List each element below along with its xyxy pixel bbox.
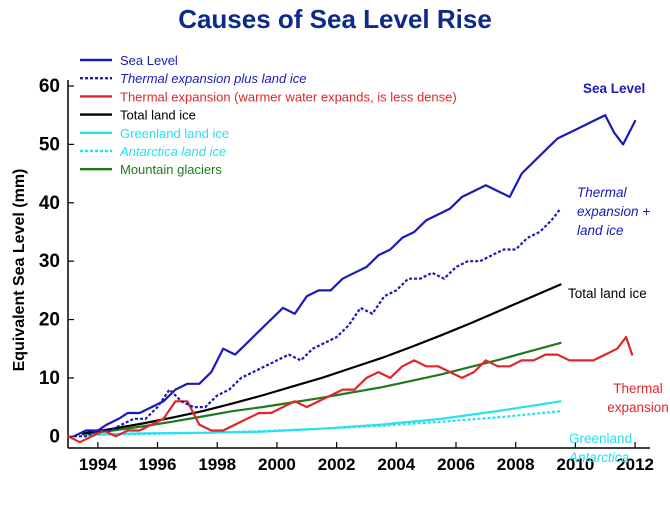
chart-title: Causes of Sea Level Rise (178, 4, 492, 34)
x-tick-label: 2002 (318, 455, 356, 474)
annotation-line: Antarctica (568, 450, 630, 465)
annotation-sea-level: Sea Level (583, 81, 645, 96)
annotation-line: Sea Level (583, 81, 645, 96)
y-tick-label: 50 (39, 134, 60, 155)
x-tick-label: 1998 (198, 455, 236, 474)
x-tick-label: 2008 (497, 455, 535, 474)
series-line-thermal-expansion-warmer-water-expands-is-less-dense (66, 336, 634, 444)
series-annotations: Sea Level Thermal expansion + land ice Total… (568, 81, 669, 465)
x-tick-label: 2012 (616, 455, 654, 474)
x-tick-label: 2010 (556, 455, 594, 474)
y-tick-label: 0 (49, 426, 60, 447)
annotation-line: Total land ice (568, 286, 647, 301)
annotation-thermal-expansion: Thermal expansion (607, 381, 669, 415)
x-tick-label: 1996 (139, 455, 177, 474)
legend-label: Thermal expansion (warmer water expands,… (120, 89, 457, 104)
series-line-thermal-expansion-plus-land-ice (74, 207, 562, 438)
annotation-line: expansion (607, 400, 669, 415)
series-line-greenland-land-ice (81, 400, 562, 436)
legend-label: Thermal expansion plus land ice (120, 71, 306, 86)
legend-label: Antarctica land ice (119, 144, 226, 159)
series-line-sea-level (72, 114, 637, 438)
annotation-line: Thermal (577, 185, 628, 200)
x-tick-label: 2006 (437, 455, 475, 474)
annotation-line: expansion + (577, 204, 650, 219)
y-tick-label: 60 (39, 76, 60, 97)
annotation-line: land ice (577, 223, 624, 238)
legend: Sea Level Thermal expansion plus land ice… (80, 53, 457, 177)
annotation-thermal-expansion-plus-land-ice: Thermal expansion + land ice (577, 185, 650, 238)
annotation-line: Thermal (613, 381, 663, 396)
annotation-antarctica: Antarctica (568, 450, 630, 465)
legend-label: Greenland land ice (120, 126, 229, 141)
y-tick-label: 10 (39, 368, 60, 389)
axes: 0 10 20 30 40 50 60 1994 1996 1998 2000 2002 2004 200… (39, 76, 654, 474)
x-tick-label: 2000 (258, 455, 296, 474)
annotation-greenland: Greenland (569, 431, 632, 446)
y-tick-label: 20 (39, 310, 60, 331)
y-axis-label: Equivalent Sea Level (mm) (11, 169, 28, 372)
annotation-line: Greenland (569, 431, 632, 446)
legend-label: Total land ice (120, 108, 196, 123)
series-layer (66, 114, 637, 444)
y-tick-label: 40 (39, 193, 60, 214)
annotation-total-land-ice: Total land ice (568, 286, 647, 301)
legend-label: Sea Level (120, 53, 178, 68)
x-tick-label: 1994 (79, 455, 117, 474)
y-tick-label: 30 (39, 251, 60, 272)
legend-label: Mountain glaciers (120, 162, 222, 177)
x-tick-label: 2004 (377, 455, 415, 474)
